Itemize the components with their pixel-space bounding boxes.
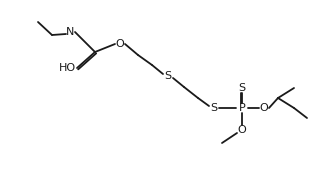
Text: S: S [238,83,246,93]
Text: S: S [210,103,217,113]
Text: P: P [239,103,245,113]
Text: HO: HO [58,63,76,73]
Text: O: O [116,39,124,49]
Text: O: O [260,103,268,113]
Text: O: O [238,125,246,135]
Text: S: S [164,71,172,81]
Text: N: N [66,27,74,37]
